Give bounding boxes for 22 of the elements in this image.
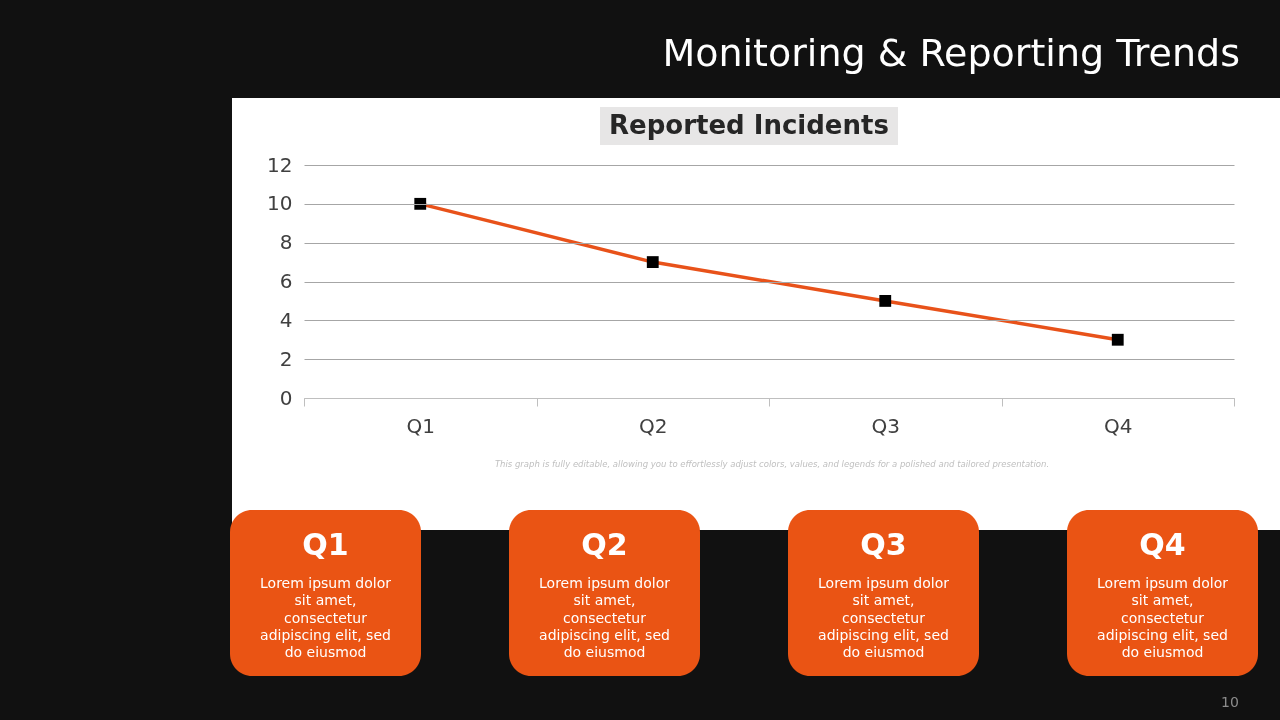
text: Q1 [302, 527, 349, 562]
y-tick-label: 8 [279, 230, 293, 255]
chart-title: Reported Incidents [609, 110, 889, 140]
y-tick-label: 6 [279, 269, 293, 293]
x-tick-label: Q2 [639, 413, 668, 438]
x-tick-label: Q4 [1104, 413, 1133, 438]
text: Q4 [1139, 527, 1186, 562]
text: Monitoring & Reporting Trends [662, 31, 1240, 75]
text: 10 [1221, 694, 1239, 710]
text: Q3 [860, 527, 907, 562]
y-tick-label: 10 [267, 191, 293, 216]
y-tick-label: 12 [267, 152, 293, 177]
text: Lorem ipsum dolor sit amet, consectetur adipiscing elit, sed do eiusmod [260, 575, 392, 661]
text: Lorem ipsum dolor sit amet, consectetur adipiscing elit, sed do eiusmod [1097, 575, 1229, 661]
x-tick-label: Q3 [871, 413, 900, 438]
x-tick-label: Q1 [406, 413, 435, 438]
text: Lorem ipsum dolor sit amet, consectetur adipiscing elit, sed do eiusmod [818, 575, 950, 661]
text: Lorem ipsum dolor sit amet, consectetur adipiscing elit, sed do eiusmod [539, 575, 671, 661]
y-tick-label: 2 [279, 346, 293, 371]
y-tick-label: 4 [279, 307, 293, 332]
text: Q2 [581, 527, 628, 562]
y-tick-label: 0 [279, 385, 293, 410]
